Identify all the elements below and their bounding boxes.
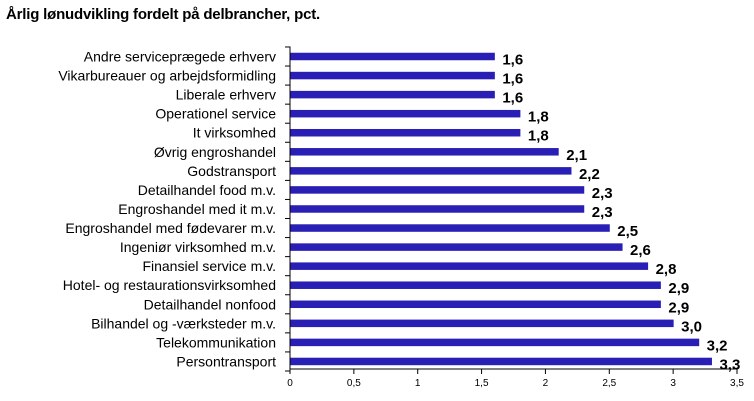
- bar: [290, 300, 661, 309]
- data-label: 2,9: [668, 280, 689, 297]
- data-label: 2,1: [566, 147, 587, 164]
- bar: [290, 243, 623, 251]
- bar: [290, 319, 674, 328]
- data-label: 1,8: [528, 109, 549, 126]
- category-label: It virksomhed: [193, 125, 276, 141]
- x-tick-label: 0: [287, 378, 293, 389]
- bar: [290, 109, 521, 118]
- bar: [290, 224, 610, 232]
- category-label: Vikarbureauer og arbejdsformidling: [58, 68, 276, 84]
- category-label: Ingeniør virksomhed m.v.: [120, 239, 276, 255]
- bar: [290, 205, 585, 213]
- chart-title: Årlig lønudvikling fordelt på delbranche…: [6, 6, 320, 23]
- data-label: 1,6: [502, 52, 523, 69]
- x-tick-label: 0,5: [347, 378, 361, 389]
- category-label: Finansiel service m.v.: [142, 258, 276, 274]
- data-label: 3,2: [707, 337, 728, 354]
- x-tick-label: 2,5: [602, 378, 616, 389]
- data-label: 1,6: [502, 90, 523, 107]
- data-label: 3,0: [681, 318, 702, 335]
- data-label: 1,6: [502, 71, 523, 88]
- category-label: Telekommunikation: [156, 334, 276, 350]
- bar: [290, 128, 521, 137]
- bar: [290, 167, 572, 175]
- category-label: Persontransport: [176, 353, 276, 369]
- x-tick-label: 3: [670, 378, 676, 389]
- category-label: Engroshandel med fødevarer m.v.: [65, 220, 276, 236]
- data-label: 2,3: [592, 204, 613, 221]
- data-label: 1,8: [528, 128, 549, 145]
- data-label: 2,5: [617, 223, 638, 240]
- bar: [290, 90, 495, 99]
- bar: [290, 281, 661, 289]
- bar: [290, 52, 495, 61]
- x-tick-label: 2: [543, 378, 549, 389]
- data-label: 2,8: [656, 261, 677, 278]
- x-tick-label: 1,5: [475, 378, 489, 389]
- bar: [290, 71, 495, 80]
- category-label: Liberale erhverv: [176, 87, 276, 103]
- bar: [290, 148, 559, 156]
- data-label: 2,9: [668, 299, 689, 316]
- data-label: 2,6: [630, 242, 651, 259]
- bar: [290, 186, 585, 194]
- bar: [290, 338, 700, 347]
- category-label: Hotel- og restaurationsvirksomhed: [63, 277, 276, 293]
- x-tick-label: 3,5: [730, 378, 744, 389]
- category-label: Detailhandel nonfood: [144, 296, 276, 312]
- data-label: 2,3: [592, 185, 613, 202]
- category-label: Engroshandel med it m.v.: [118, 201, 276, 217]
- category-label: Bilhandel og -værksteder m.v.: [91, 315, 276, 331]
- data-label: 2,2: [579, 166, 600, 183]
- category-label: Godstransport: [187, 163, 276, 179]
- category-label: Øvrig engroshandel: [154, 144, 276, 160]
- bar: [290, 262, 649, 270]
- x-tick-label: 1: [415, 378, 421, 389]
- bar: [290, 357, 712, 366]
- category-label: Operationel service: [155, 106, 276, 122]
- category-label: Andre serviceprægede erhverv: [84, 49, 276, 65]
- category-label: Detailhandel food m.v.: [138, 182, 276, 198]
